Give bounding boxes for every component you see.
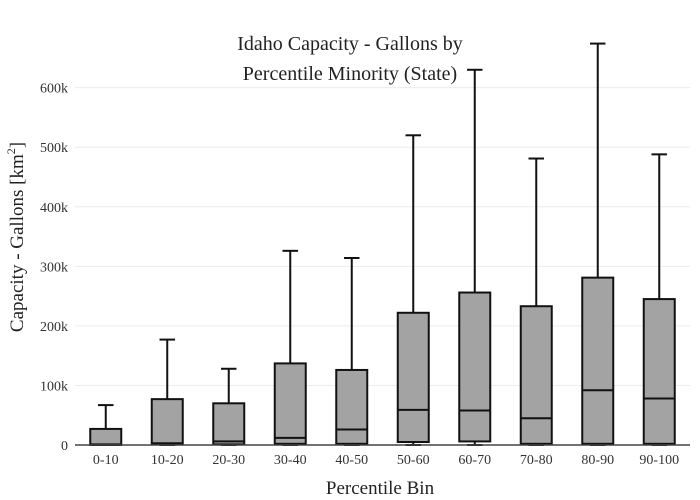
box-0-10 xyxy=(89,404,123,447)
x-tick-label: 70-80 xyxy=(520,453,553,468)
iqr-box xyxy=(273,362,307,445)
box-10-20 xyxy=(150,338,184,446)
y-tick-label: 300k xyxy=(40,260,68,275)
iqr-box xyxy=(519,305,553,445)
chart-title-line-2: Percentile Minority (State) xyxy=(243,63,457,85)
box-70-80 xyxy=(519,157,553,446)
iqr-box xyxy=(89,427,123,447)
iqr-box xyxy=(396,311,430,444)
iqr-box xyxy=(642,298,676,445)
y-tick-label: 600k xyxy=(40,82,68,97)
y-axis-title: Capacity - Gallons [km2] xyxy=(4,142,28,332)
box-60-70 xyxy=(458,68,492,446)
x-tick-label: 90-100 xyxy=(639,453,679,468)
box-30-40 xyxy=(273,249,307,446)
x-tick-label: 60-70 xyxy=(458,453,491,468)
y-tick-label: 200k xyxy=(40,320,68,335)
y-tick-label: 500k xyxy=(40,141,68,156)
x-tick-label: 80-90 xyxy=(581,453,614,468)
box-40-50 xyxy=(335,256,369,446)
chart-title-line-1: Idaho Capacity - Gallons by xyxy=(237,33,463,55)
y-tick-label: 400k xyxy=(40,201,68,216)
x-axis-title: Percentile Bin xyxy=(326,478,435,499)
x-tick-label: 10-20 xyxy=(151,453,184,468)
x-tick-label: 30-40 xyxy=(274,453,307,468)
x-tick-label: 20-30 xyxy=(212,453,245,468)
iqr-box xyxy=(458,291,492,443)
y-axis-title-prefix: Capacity - Gallons [km xyxy=(7,154,28,332)
y-axis-title-superscript: 2 xyxy=(4,148,18,154)
iqr-box xyxy=(150,398,184,446)
x-tick-labels: 0-10 10-20 20-30 30-40 40-50 50-60 60-70 70-80 8… xyxy=(93,453,679,468)
iqr-box xyxy=(212,402,246,446)
x-tick-label: 40-50 xyxy=(335,453,368,468)
y-tick-label: 100k xyxy=(40,379,68,394)
box-50-60 xyxy=(396,134,430,446)
y-tick-label: 0 xyxy=(61,439,68,454)
iqr-box xyxy=(581,276,615,445)
y-tick-labels: 0 100k 200k 300k 400k 500k 600k xyxy=(40,82,68,454)
box-80-90 xyxy=(581,42,615,446)
x-tick-label: 0-10 xyxy=(93,453,119,468)
box-20-30 xyxy=(212,367,246,446)
y-axis-title-suffix: ] xyxy=(7,142,28,148)
box-90-100 xyxy=(642,153,676,446)
iqr-box xyxy=(335,368,369,445)
boxes xyxy=(89,42,676,447)
x-tick-label: 50-60 xyxy=(397,453,430,468)
